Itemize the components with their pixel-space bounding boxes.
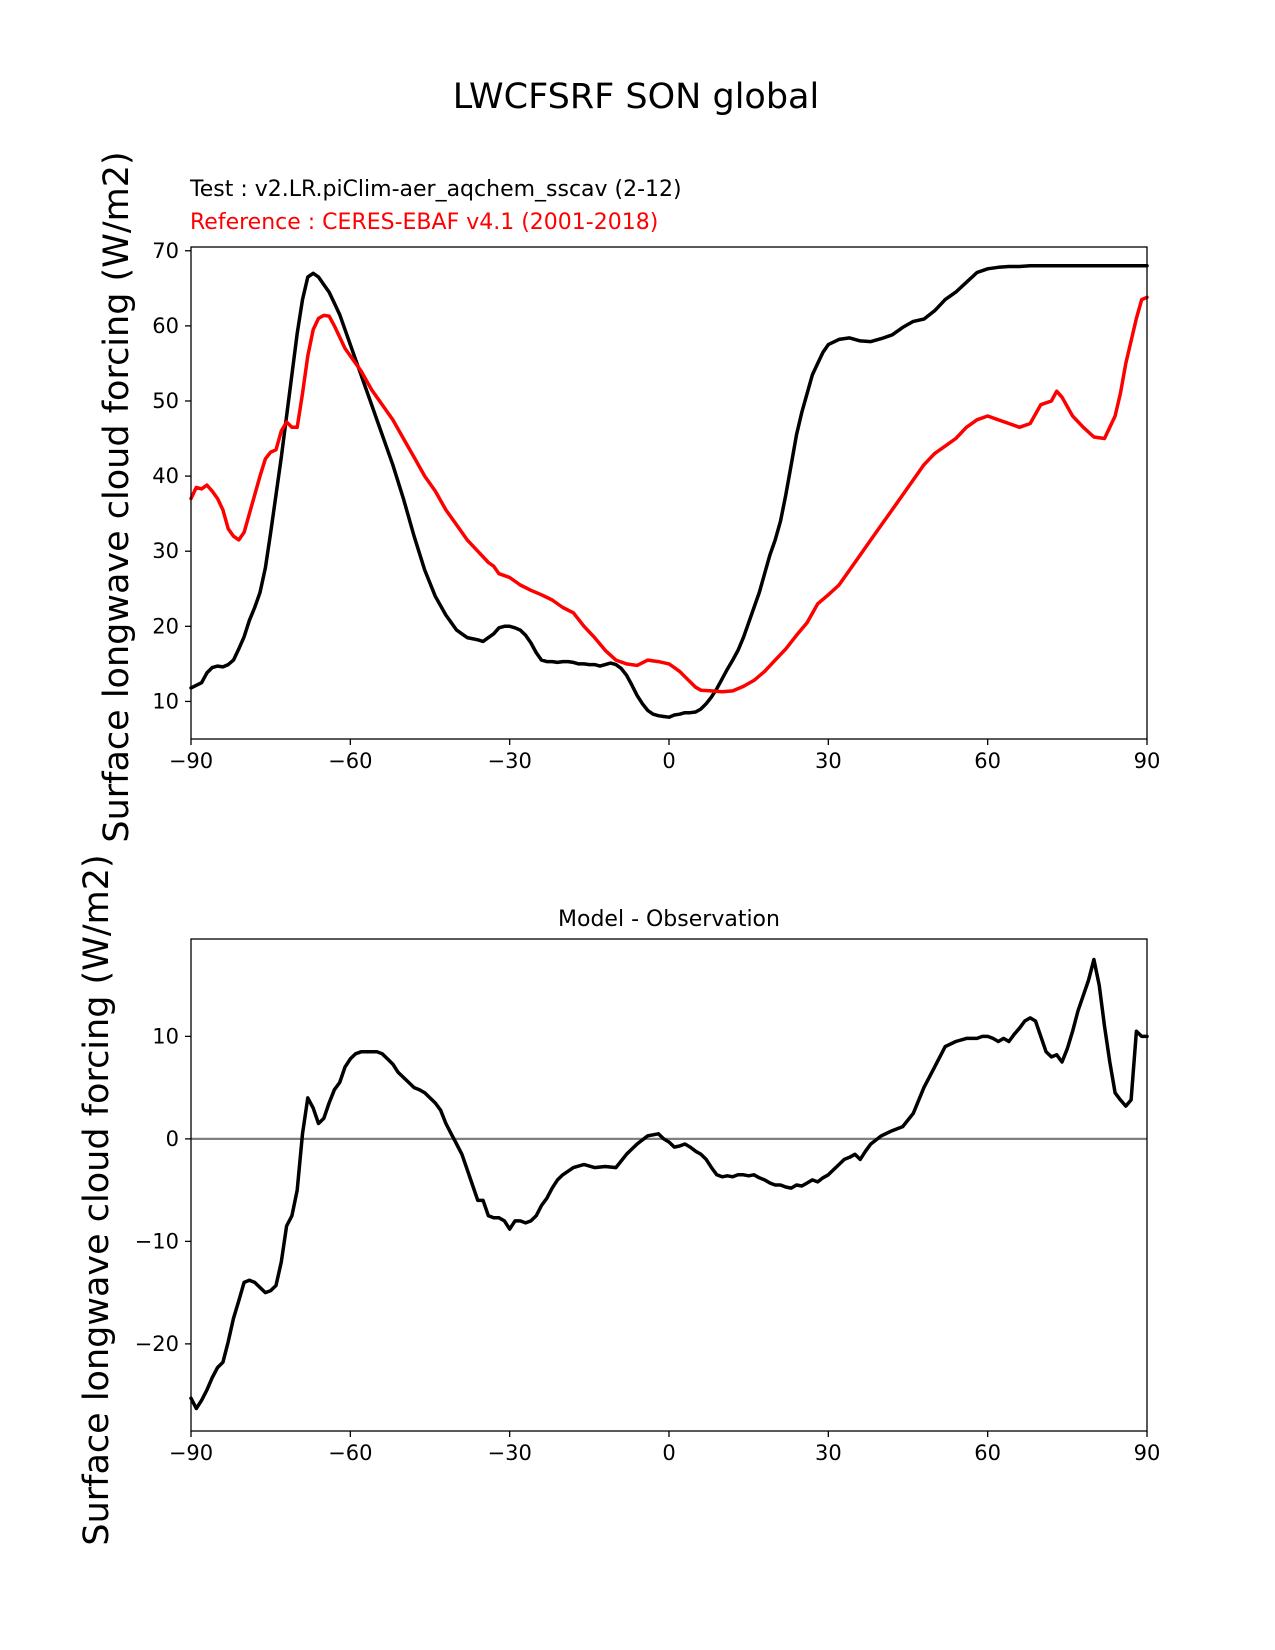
figure-title: LWCFSRF SON global [453,77,819,117]
test-title: Test : v2.LR.piClim-aer_aqchem_sscav (2-… [189,177,682,202]
bottom-series-model-observation [189,957,1149,1411]
top-series-reference [189,295,1149,694]
bottom-x-tick-label: −60 [328,1441,372,1465]
bottom-x-tick-label: 0 [662,1441,675,1465]
bottom-panel: Model - Observation Surface longwave clo… [77,854,1160,1545]
top-y-tick-label: 10 [152,689,179,713]
top-y-tick-label: 40 [152,464,179,488]
top-series [189,264,1149,719]
top-panel: Test : v2.LR.piClim-aer_aqchem_sscav (2-… [97,151,1160,842]
top-y-tick-label: 70 [152,239,179,263]
bottom-title: Model - Observation [558,907,780,932]
top-x-tick-label: −90 [169,749,213,773]
bottom-x-tick-label: −30 [488,1441,532,1465]
top-y-tick-label: 60 [152,314,179,338]
top-y-axis-label: Surface longwave cloud forcing (W/m2) [97,151,137,842]
bottom-y-tick-label: −20 [135,1332,179,1356]
top-y-tick-label: 20 [152,614,179,638]
bottom-y-axis-label: Surface longwave cloud forcing (W/m2) [77,854,117,1545]
top-y-tick-label: 30 [152,539,179,563]
bottom-y-tick-label: 0 [166,1127,179,1151]
top-x-tick-label: 60 [974,749,1001,773]
top-x-tick-label: 90 [1134,749,1161,773]
bottom-ticks: −90 −60 −30 0 30 60 90 −20 −10 0 10 [135,1024,1161,1465]
bottom-x-tick-label: 90 [1134,1441,1161,1465]
bottom-y-tick-label: 10 [152,1024,179,1048]
top-x-tick-label: −60 [328,749,372,773]
reference-title: Reference : CERES-EBAF v4.1 (2001-2018) [190,210,658,235]
bottom-x-tick-label: −90 [169,1441,213,1465]
top-ticks: −90 −60 −30 0 30 60 90 10 20 30 40 50 60 70 [152,239,1160,773]
top-x-tick-label: −30 [488,749,532,773]
top-y-tick-label: 50 [152,389,179,413]
top-x-tick-label: 30 [815,749,842,773]
top-axes-frame [190,246,1148,740]
top-series-test [189,264,1149,719]
top-x-tick-label: 0 [662,749,675,773]
bottom-x-tick-label: 30 [815,1441,842,1465]
bottom-x-tick-label: 60 [974,1441,1001,1465]
bottom-series [189,957,1149,1411]
bottom-y-tick-label: −10 [135,1229,179,1253]
bottom-axes-frame [190,938,1148,1432]
